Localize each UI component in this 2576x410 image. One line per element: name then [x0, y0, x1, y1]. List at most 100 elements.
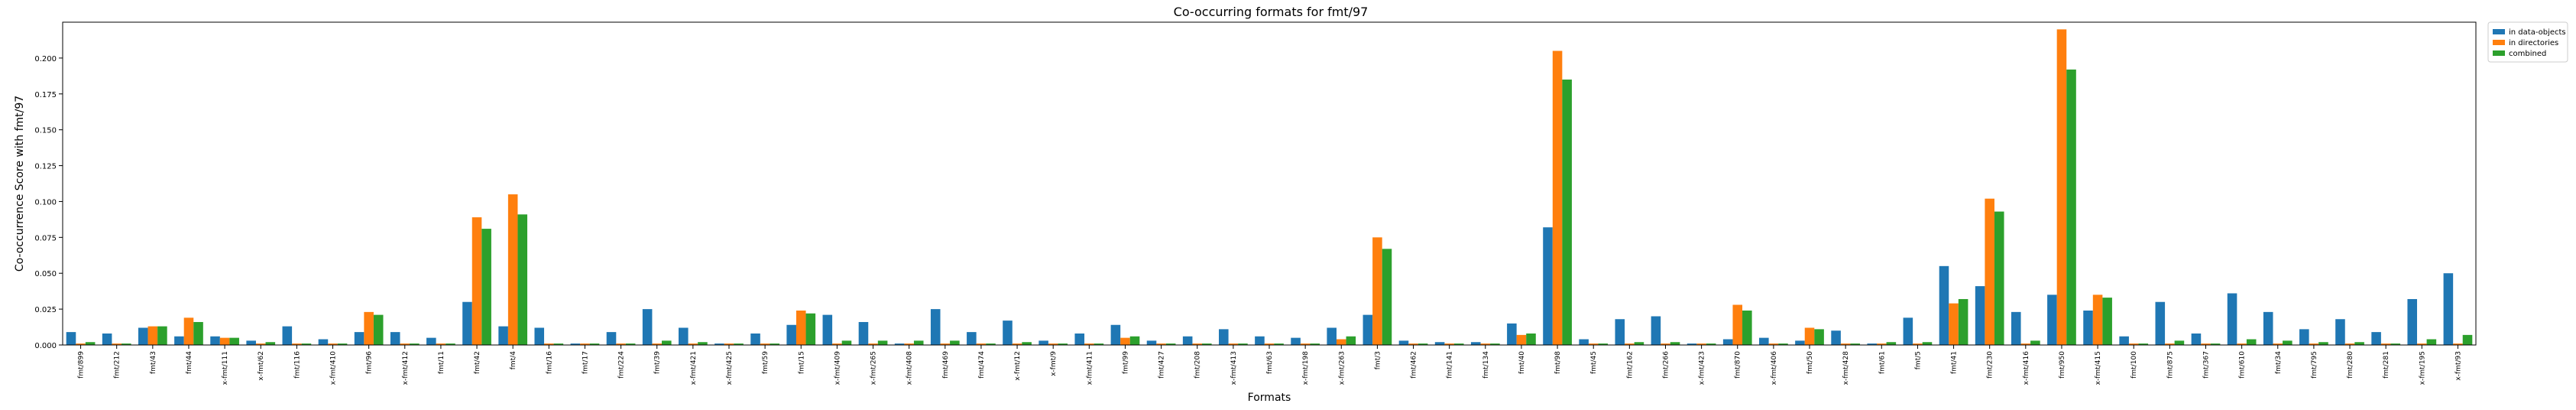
x-tick-label: fmt/5: [1914, 351, 1922, 369]
bar-in-data-objects-x-fmt-410: [318, 339, 329, 345]
bar-in-directories-x-fmt-198: [1300, 343, 1311, 345]
bar-in-directories-fmt-17: [580, 343, 590, 345]
bar-in-directories-fmt-41: [1949, 303, 1959, 345]
bar-combined-fmt-15: [805, 313, 816, 345]
bar-in-directories-fmt-61: [1877, 343, 1887, 345]
x-tick-label: fmt/610: [2239, 351, 2247, 379]
x-tick-label: x-fmt/428: [1842, 351, 1850, 386]
bar-combined-fmt-116: [301, 343, 312, 345]
x-tick-label: x-fmt/265: [870, 351, 878, 385]
x-tick-label: x-fmt/111: [222, 351, 229, 385]
bar-in-data-objects-x-fmt-415: [2083, 310, 2093, 345]
x-tick-label: fmt/3: [1374, 351, 1382, 369]
bar-combined-x-fmt-421: [698, 342, 708, 345]
y-axis-label: Co-occurrence Score with fmt/97: [14, 96, 26, 272]
bar-in-data-objects-fmt-43: [138, 327, 148, 345]
bar-in-directories-fmt-280: [2344, 343, 2355, 345]
x-tick-label: fmt/61: [1878, 351, 1886, 374]
bar-in-data-objects-fmt-61: [1867, 343, 1877, 345]
bar-combined-fmt-5: [1922, 342, 1933, 345]
x-tick-label: fmt/15: [798, 351, 805, 374]
bar-combined-fmt-224: [625, 343, 636, 345]
bar-combined-x-fmt-263: [1346, 336, 1356, 345]
bar-in-data-objects-fmt-162: [1615, 319, 1625, 345]
x-tick-label: x-fmt/198: [1302, 351, 1310, 386]
x-tick-label: x-fmt/413: [1230, 351, 1238, 385]
bar-in-directories-fmt-43: [147, 326, 158, 345]
bar-combined-fmt-63: [1274, 343, 1284, 345]
y-tick-label: 0.050: [34, 270, 57, 278]
bar-in-directories-fmt-462: [1408, 343, 1418, 345]
bar-in-directories-fmt-950: [2056, 29, 2067, 345]
bar-combined-x-fmt-195: [2426, 339, 2437, 345]
x-tick-label: fmt/462: [1411, 351, 1418, 379]
x-tick-label: fmt/96: [366, 351, 374, 374]
bar-in-data-objects-fmt-40: [1507, 323, 1517, 345]
bar-in-directories-fmt-98: [1552, 50, 1563, 345]
bar-in-directories-fmt-34: [2273, 343, 2283, 345]
x-tick-label: fmt/59: [762, 351, 770, 374]
bar-combined-fmt-950: [2066, 69, 2076, 345]
bar-in-directories-fmt-875: [2165, 343, 2175, 345]
bar-in-directories-fmt-4: [507, 194, 518, 345]
bar-combined-x-fmt-413: [1238, 343, 1248, 345]
x-tick-label: fmt/469: [942, 351, 950, 379]
bar-in-directories-fmt-870: [1732, 304, 1743, 345]
bar-combined-fmt-610: [2246, 339, 2257, 345]
x-tick-label: fmt/875: [2166, 351, 2174, 379]
bar-in-data-objects-x-fmt-425: [714, 343, 724, 345]
bar-in-directories-fmt-427: [1156, 343, 1166, 345]
y-tick-label: 0.000: [34, 342, 57, 350]
bar-in-directories-x-fmt-423: [1696, 343, 1706, 345]
bar-in-data-objects-x-fmt-62: [246, 340, 256, 345]
bar-combined-x-fmt-425: [734, 343, 744, 345]
bar-in-data-objects-fmt-17: [570, 343, 581, 345]
bar-in-directories-fmt-230: [1985, 198, 1994, 345]
bar-in-data-objects-fmt-224: [606, 332, 617, 345]
x-tick-label: fmt/17: [582, 351, 589, 374]
bar-in-directories-x-fmt-416: [2020, 343, 2031, 345]
bar-in-directories-x-fmt-428: [1840, 343, 1851, 345]
x-tick-label: fmt/42: [474, 351, 481, 374]
bar-in-data-objects-x-fmt-93: [2443, 273, 2454, 345]
bar-combined-x-fmt-198: [1310, 343, 1320, 345]
x-tick-label: x-fmt/9: [1050, 351, 1058, 376]
bar-in-directories-x-fmt-263: [1336, 339, 1346, 345]
bar-combined-x-fmt-12: [1022, 342, 1032, 345]
bar-combined-fmt-870: [1742, 310, 1752, 345]
legend-swatch: [2493, 40, 2505, 45]
bar-in-data-objects-x-fmt-408: [894, 343, 905, 345]
bar-combined-fmt-34: [2283, 340, 2292, 345]
x-tick-label: x-fmt/195: [2419, 351, 2426, 385]
bar-combined-fmt-141: [1453, 343, 1464, 345]
bar-in-data-objects-fmt-42: [462, 301, 472, 345]
bar-in-directories-fmt-212: [112, 343, 122, 345]
bar-in-data-objects-fmt-875: [2155, 301, 2166, 345]
bar-combined-x-fmt-93: [2462, 334, 2473, 345]
x-tick-label: fmt/16: [546, 351, 553, 374]
bar-combined-x-fmt-111: [229, 337, 239, 345]
bar-in-data-objects-fmt-45: [1579, 339, 1589, 345]
bar-combined-fmt-462: [1418, 343, 1428, 345]
bar-in-directories-x-fmt-415: [2092, 294, 2103, 345]
bar-in-data-objects-fmt-98: [1543, 227, 1553, 345]
y-tick-label: 0.150: [34, 127, 57, 135]
bar-in-data-objects-x-fmt-265: [858, 321, 869, 345]
x-tick-label: x-fmt/410: [330, 351, 338, 386]
bar-in-data-objects-x-fmt-411: [1074, 334, 1085, 345]
bar-combined-fmt-367: [2210, 343, 2221, 345]
bar-combined-fmt-100: [2138, 343, 2149, 345]
x-tick-label: fmt/134: [1482, 351, 1490, 379]
bar-in-data-objects-fmt-50: [1795, 340, 1805, 345]
x-axis-label: Formats: [1248, 392, 1291, 404]
bar-combined-fmt-266: [1670, 342, 1680, 345]
bar-combined-fmt-16: [553, 343, 564, 345]
bar-combined-fmt-3: [1382, 249, 1392, 345]
bar-in-data-objects-fmt-462: [1398, 340, 1409, 345]
bar-in-data-objects-fmt-100: [2119, 336, 2129, 345]
bar-in-data-objects-fmt-5: [1903, 317, 1913, 345]
y-axis: 0.000 0.025 0.050 0.075 0.100 0.125 0.150 0.175…: [34, 55, 63, 350]
bar-in-data-objects-fmt-59: [750, 334, 760, 345]
x-axis: fmt/899 fmt/212 fmt/43 fmt/44 x-fmt/111 x-fmt…: [78, 345, 2462, 386]
bar-combined-x-fmt-62: [265, 342, 276, 345]
